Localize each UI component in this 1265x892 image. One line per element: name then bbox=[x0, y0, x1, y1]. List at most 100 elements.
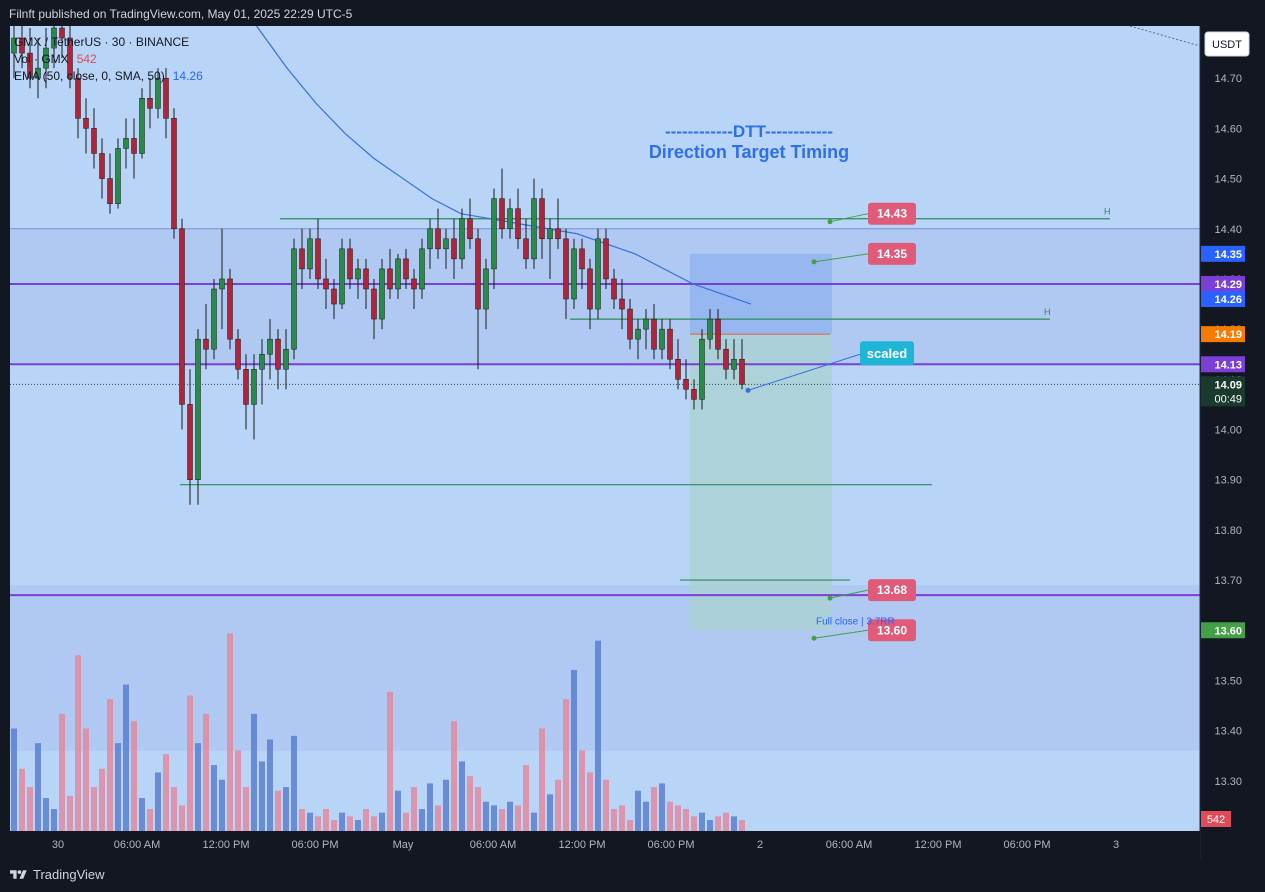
volume-bar bbox=[619, 805, 625, 831]
volume-bar bbox=[323, 809, 329, 831]
candle-body bbox=[219, 278, 225, 290]
candle-body bbox=[699, 338, 705, 400]
candle-body bbox=[635, 328, 641, 340]
candle-body bbox=[659, 328, 665, 350]
time-tick-label: 06:00 AM bbox=[114, 839, 160, 851]
volume-bar bbox=[99, 768, 105, 831]
candle-body bbox=[443, 238, 449, 250]
candle bbox=[627, 299, 633, 350]
chart-title: ------------DTT------------ Direction Ta… bbox=[649, 122, 849, 162]
candle bbox=[379, 258, 385, 330]
candle bbox=[355, 258, 361, 300]
candle-body bbox=[339, 248, 345, 305]
candle bbox=[27, 28, 33, 89]
candle-body bbox=[387, 268, 393, 290]
volume-bar bbox=[499, 809, 505, 831]
volume-bar bbox=[371, 816, 377, 831]
volume-bar bbox=[355, 820, 361, 831]
volume-bar bbox=[699, 812, 705, 831]
candle bbox=[563, 228, 569, 320]
scaled-box bbox=[860, 341, 914, 366]
label-anchor-dot bbox=[827, 219, 833, 225]
candle-body bbox=[307, 238, 313, 270]
volume-bar bbox=[627, 820, 633, 831]
volume-bar bbox=[579, 750, 585, 831]
time-tick-label: 06:00 AM bbox=[470, 839, 516, 851]
candle bbox=[107, 153, 113, 214]
candle bbox=[203, 304, 209, 370]
candle bbox=[139, 88, 145, 159]
time-tick-label: 12:00 PM bbox=[558, 839, 605, 851]
price-badge-text: 14.29 bbox=[1214, 279, 1242, 291]
time-axis-bg[interactable] bbox=[10, 831, 1200, 858]
h-marker-upper: H bbox=[1104, 207, 1111, 217]
candle bbox=[667, 319, 673, 370]
price-axis-bg[interactable] bbox=[1200, 26, 1255, 858]
volume-bar bbox=[203, 713, 209, 831]
volume-bar bbox=[195, 743, 201, 831]
candle bbox=[323, 258, 329, 310]
candle-body bbox=[715, 318, 721, 350]
label-box bbox=[868, 579, 916, 602]
candle bbox=[331, 278, 337, 320]
price-tick-label: 13.80 bbox=[1214, 525, 1242, 537]
candle bbox=[683, 359, 689, 400]
price-tick-label: 14.70 bbox=[1214, 73, 1242, 85]
candle-body bbox=[299, 248, 305, 270]
label-text: 13.68 bbox=[877, 583, 907, 597]
candle-body bbox=[491, 198, 497, 270]
candle bbox=[195, 329, 201, 505]
candle bbox=[435, 208, 441, 259]
candle bbox=[115, 138, 121, 209]
tradingview-logo-icon bbox=[10, 869, 27, 879]
candle-body bbox=[731, 358, 737, 370]
volume-bar bbox=[163, 754, 169, 831]
candle-body bbox=[531, 198, 537, 260]
candle-body bbox=[195, 338, 201, 480]
volume-bar bbox=[403, 812, 409, 831]
candle-body bbox=[187, 404, 193, 480]
candle bbox=[491, 188, 497, 289]
candle bbox=[619, 278, 625, 330]
candle bbox=[499, 168, 505, 239]
price-tick-label: 13.70 bbox=[1214, 575, 1242, 587]
candle bbox=[539, 188, 545, 259]
time-tick-label: 30 bbox=[52, 839, 64, 851]
currency-button[interactable]: USDT bbox=[1204, 31, 1250, 57]
volume-bar bbox=[123, 684, 129, 831]
candle bbox=[451, 218, 457, 279]
countdown-text: 00:49 bbox=[1214, 393, 1242, 405]
candle bbox=[467, 198, 473, 249]
volume-bar bbox=[475, 787, 481, 831]
volume-bar bbox=[435, 805, 441, 831]
candle-body bbox=[563, 238, 569, 300]
candle bbox=[427, 218, 433, 269]
zones-layer bbox=[10, 228, 1200, 751]
candle-body bbox=[435, 228, 441, 250]
price-badge-text: 14.26 bbox=[1214, 294, 1242, 306]
volume-bar bbox=[179, 805, 185, 831]
target-label-1360: 13.60 bbox=[811, 619, 916, 642]
time-tick-label: 12:00 PM bbox=[914, 839, 961, 851]
candle bbox=[219, 228, 225, 330]
candle-body bbox=[523, 238, 529, 260]
candle bbox=[291, 238, 297, 360]
tradingview-logo[interactable]: TradingView bbox=[10, 867, 105, 882]
candle bbox=[243, 354, 249, 430]
volume-bar bbox=[563, 699, 569, 831]
candle bbox=[307, 228, 313, 279]
candle bbox=[147, 78, 153, 129]
trend-line bbox=[1129, 25, 1201, 47]
candle bbox=[35, 38, 41, 99]
time-tick-label: 06:00 PM bbox=[1003, 839, 1050, 851]
candle-body bbox=[347, 248, 353, 280]
price-tick-label: 13.30 bbox=[1214, 776, 1242, 788]
volume-bar bbox=[683, 809, 689, 831]
volume-bar bbox=[395, 790, 401, 831]
candle-body bbox=[371, 288, 377, 320]
candle-body bbox=[571, 248, 577, 300]
candle-body bbox=[171, 118, 177, 229]
legend-volume-value: 542 bbox=[77, 52, 97, 66]
